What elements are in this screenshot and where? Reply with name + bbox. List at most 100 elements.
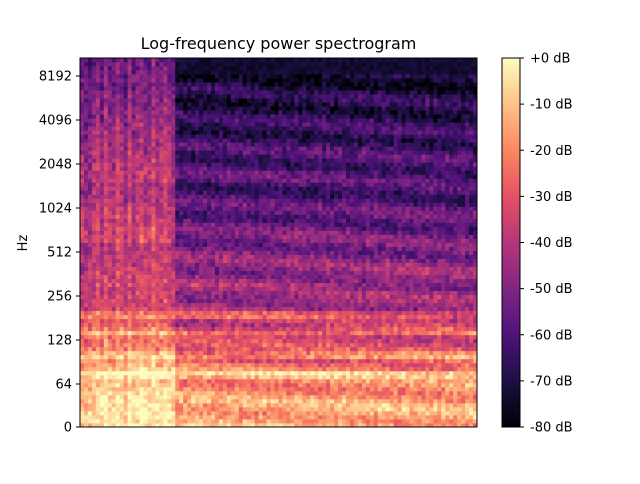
- heatmap-cell: [218, 350, 224, 356]
- heatmap-cell: [278, 374, 283, 380]
- heatmap-cell: [242, 130, 248, 135]
- heatmap-cell: [270, 86, 275, 91]
- heatmap-cell: [262, 94, 267, 99]
- heatmap-cell: [111, 158, 117, 163]
- heatmap-cell: [171, 174, 176, 179]
- heatmap-cell: [143, 118, 148, 123]
- heatmap-cell: [80, 330, 85, 336]
- heatmap-cell: [290, 70, 295, 75]
- heatmap-cell: [183, 422, 188, 427]
- heatmap-cell: [119, 350, 125, 356]
- heatmap-cell: [214, 214, 220, 219]
- heatmap-cell: [207, 294, 212, 300]
- heatmap-cell: [179, 394, 184, 400]
- heatmap-cell: [266, 374, 271, 380]
- heatmap-cell: [218, 62, 224, 67]
- heatmap-cell: [262, 174, 267, 179]
- heatmap-cell: [222, 374, 228, 380]
- heatmap-cell: [171, 318, 176, 324]
- heatmap-cell: [199, 250, 204, 255]
- heatmap-cell: [143, 86, 148, 91]
- heatmap-cell: [119, 418, 125, 424]
- heatmap-cell: [214, 274, 220, 279]
- heatmap-cell: [103, 234, 109, 239]
- heatmap-cell: [211, 286, 216, 292]
- heatmap-cell: [286, 222, 291, 227]
- heatmap-cell: [91, 378, 97, 384]
- heatmap-cell: [191, 66, 196, 71]
- heatmap-cell: [127, 286, 133, 292]
- heatmap-cell: [290, 158, 295, 163]
- heatmap-cell: [199, 214, 204, 219]
- heatmap-cell: [95, 62, 101, 67]
- heatmap-cell: [163, 354, 168, 360]
- heatmap-cell: [107, 374, 113, 380]
- heatmap-cell: [254, 414, 260, 420]
- heatmap-cell: [195, 150, 200, 155]
- heatmap-cell: [242, 274, 248, 279]
- heatmap-cell: [83, 166, 89, 171]
- heatmap-cell: [222, 214, 228, 219]
- heatmap-cell: [123, 126, 129, 131]
- heatmap-cell: [191, 82, 196, 87]
- heatmap-cell: [163, 382, 168, 388]
- heatmap-cell: [167, 374, 172, 380]
- heatmap-cell: [258, 126, 264, 131]
- heatmap-cell: [282, 326, 287, 332]
- heatmap-cell: [171, 374, 176, 380]
- heatmap-cell: [187, 258, 192, 263]
- heatmap-cell: [286, 102, 291, 107]
- heatmap-cell: [242, 90, 248, 95]
- heatmap-cell: [131, 58, 136, 63]
- heatmap-cell: [99, 58, 105, 63]
- heatmap-cell: [191, 386, 196, 392]
- heatmap-cell: [155, 398, 160, 404]
- heatmap-cell: [214, 366, 220, 372]
- heatmap-cell: [214, 246, 220, 251]
- heatmap-cell: [159, 214, 164, 219]
- heatmap-cell: [266, 290, 271, 296]
- heatmap-cell: [115, 414, 121, 420]
- heatmap-cell: [242, 250, 248, 255]
- heatmap-cell: [115, 382, 121, 388]
- heatmap-cell: [87, 302, 93, 308]
- heatmap-cell: [258, 58, 264, 63]
- heatmap-cell: [274, 206, 279, 211]
- heatmap-cell: [270, 250, 275, 255]
- heatmap-cell: [278, 358, 283, 364]
- heatmap-cell: [195, 390, 200, 396]
- heatmap-cell: [80, 342, 85, 348]
- heatmap-cell: [254, 262, 260, 267]
- heatmap-cell: [262, 354, 267, 360]
- heatmap-cell: [270, 114, 275, 119]
- heatmap-cell: [155, 422, 160, 427]
- heatmap-cell: [195, 310, 200, 316]
- heatmap-cell: [155, 278, 160, 284]
- heatmap-cell: [222, 370, 228, 376]
- heatmap-cell: [163, 234, 168, 239]
- heatmap-cell: [119, 70, 125, 75]
- heatmap-cell: [119, 134, 125, 139]
- heatmap-cell: [282, 410, 287, 416]
- heatmap-cell: [171, 214, 176, 219]
- heatmap-cell: [87, 62, 93, 67]
- heatmap-cell: [262, 202, 267, 207]
- heatmap-cell: [159, 250, 164, 255]
- heatmap-cell: [207, 166, 212, 171]
- heatmap-cell: [80, 414, 85, 420]
- heatmap-cell: [80, 98, 85, 103]
- heatmap-cell: [187, 322, 192, 328]
- heatmap-cell: [246, 410, 252, 416]
- heatmap-cell: [159, 142, 164, 147]
- heatmap-cell: [91, 330, 97, 336]
- heatmap-cell: [226, 58, 232, 63]
- heatmap-cell: [222, 102, 228, 107]
- heatmap-cell: [250, 62, 256, 67]
- heatmap-cell: [246, 238, 252, 243]
- heatmap-cell: [258, 366, 264, 372]
- heatmap-cell: [131, 98, 136, 103]
- heatmap-cell: [214, 194, 220, 199]
- heatmap-cell: [171, 62, 176, 67]
- heatmap-cell: [254, 146, 260, 151]
- heatmap-cell: [80, 322, 85, 328]
